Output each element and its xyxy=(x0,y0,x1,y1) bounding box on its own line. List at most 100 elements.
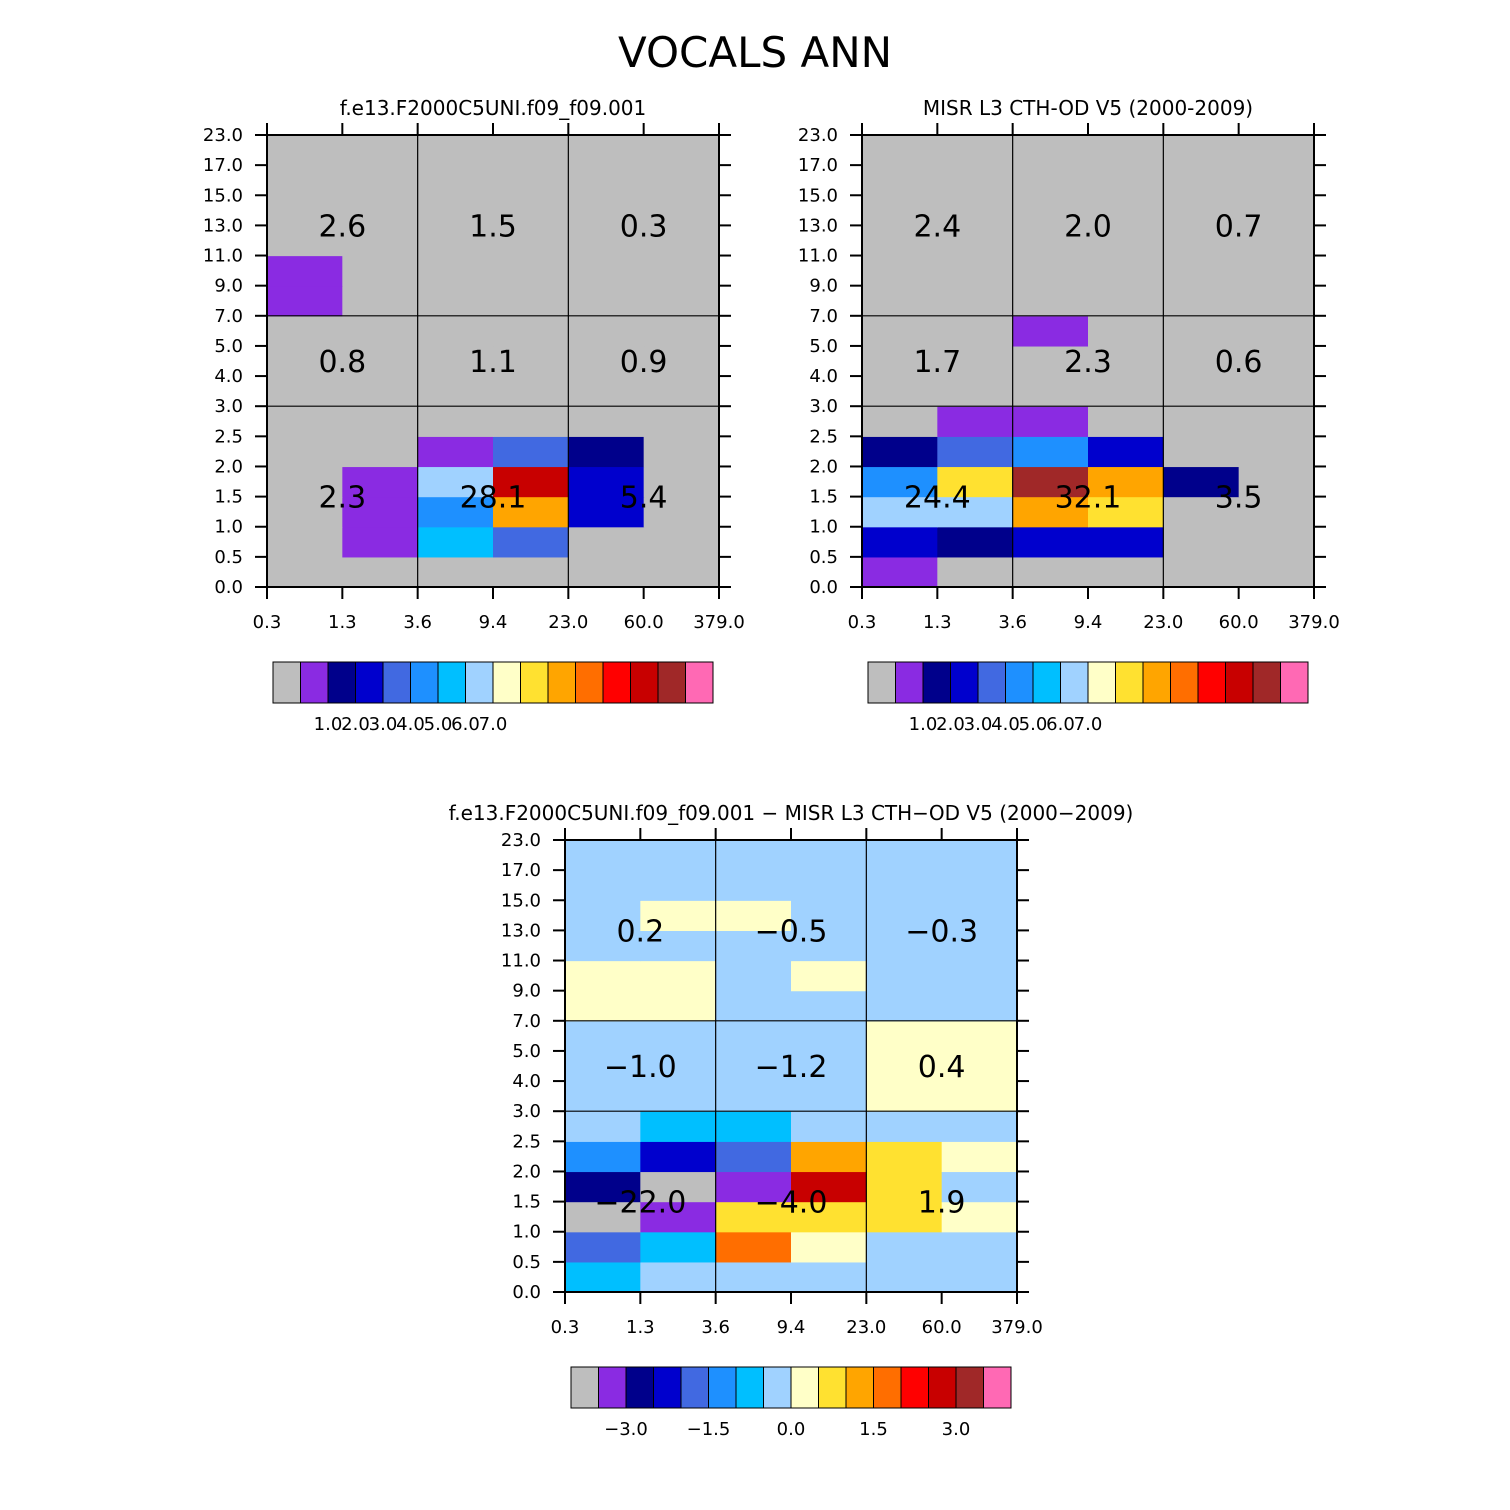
heatmap-cell xyxy=(1163,255,1240,287)
heatmap-cell xyxy=(937,195,1014,226)
heatmap-cell xyxy=(643,436,720,468)
heatmap-cell xyxy=(417,556,494,588)
y-tick-label: 7.0 xyxy=(214,306,243,327)
heatmap-cell xyxy=(1088,195,1164,226)
heatmap-cell xyxy=(866,960,943,992)
heatmap-cell xyxy=(1012,376,1089,407)
group-total-label: 1.1 xyxy=(469,345,517,380)
heatmap-cell xyxy=(1238,406,1315,437)
colorbar-label: 3.0 xyxy=(964,714,993,735)
heatmap-cell xyxy=(866,930,943,962)
y-tick-label: 11.0 xyxy=(501,951,541,972)
heatmap-cell xyxy=(937,376,1014,407)
heatmap-cell xyxy=(715,1171,792,1203)
heatmap-cell xyxy=(791,1020,867,1052)
heatmap-cell xyxy=(937,496,1014,528)
heatmap-cell xyxy=(941,900,1018,931)
heatmap-cell xyxy=(1088,496,1164,528)
x-tick-label: 9.4 xyxy=(777,1317,806,1338)
group-total-label: 2.0 xyxy=(1064,209,1112,244)
y-tick-label: 23.0 xyxy=(501,830,541,851)
y-tick-label: 0.0 xyxy=(809,577,838,598)
colorbar-swatch xyxy=(1280,661,1309,704)
heatmap-cell xyxy=(941,870,1018,901)
x-tick-label: 3.6 xyxy=(998,612,1027,633)
heatmap-cell xyxy=(1163,285,1240,317)
heatmap-cell xyxy=(715,840,792,871)
heatmap-cell xyxy=(1088,315,1164,347)
heatmap-cell xyxy=(640,1231,717,1263)
heatmap-cell xyxy=(493,315,569,347)
colorbar: 1.02.03.04.05.06.07.0 xyxy=(867,661,1309,735)
heatmap-cell xyxy=(1163,345,1240,377)
group-total-label: 0.7 xyxy=(1215,209,1263,244)
colorbar-label: 5.0 xyxy=(1019,714,1048,735)
group-total-label: 2.4 xyxy=(913,209,961,244)
y-tick-label: 3.0 xyxy=(512,1101,541,1122)
colorbar-label: 7.0 xyxy=(1074,714,1103,735)
x-tick-label: 9.4 xyxy=(1074,612,1103,633)
heatmap-cell xyxy=(866,1171,943,1203)
heatmap-cell xyxy=(1238,255,1315,287)
heatmap-cell xyxy=(866,900,943,931)
heatmap-cell xyxy=(568,315,645,347)
heatmap-cell xyxy=(941,1081,1018,1112)
heatmap-cell xyxy=(862,496,938,528)
heatmap-cell xyxy=(866,1081,943,1112)
heatmap-cell xyxy=(267,376,343,407)
heatmap-cell xyxy=(715,1141,792,1173)
heatmap-cell xyxy=(640,1050,717,1082)
heatmap-cell xyxy=(941,960,1018,992)
x-tick-label: 23.0 xyxy=(846,1317,886,1338)
heatmap-cell xyxy=(643,135,720,166)
heatmap-cell xyxy=(267,255,343,287)
heatmap-cell xyxy=(565,990,641,1022)
colorbar-swatch xyxy=(928,1366,957,1409)
heatmap-cell xyxy=(643,345,720,377)
heatmap-cell xyxy=(640,990,717,1022)
group-total-label: 1.5 xyxy=(469,209,517,244)
colorbar-label: 6.0 xyxy=(451,714,480,735)
heatmap-cell xyxy=(1088,376,1164,407)
heatmap-cell xyxy=(565,1020,641,1052)
heatmap-cell xyxy=(267,135,343,166)
heatmap-cell xyxy=(866,990,943,1022)
group-total-label: −4.0 xyxy=(755,1186,828,1221)
colorbar-label: −3.0 xyxy=(604,1419,648,1440)
heatmap-cell xyxy=(862,285,938,317)
heatmap-cell xyxy=(493,496,569,528)
x-tick-label: 1.3 xyxy=(923,612,952,633)
heatmap-cell xyxy=(640,900,717,931)
heatmap-cell xyxy=(342,376,419,407)
heatmap-cell xyxy=(941,1261,1018,1293)
y-tick-label: 0.0 xyxy=(512,1282,541,1303)
heatmap-cell xyxy=(1088,436,1164,468)
y-tick-label: 2.5 xyxy=(809,426,838,447)
heatmap-cell xyxy=(791,840,867,871)
heatmap-cell xyxy=(640,1261,717,1293)
colorbar-swatch xyxy=(547,661,576,704)
heatmap-cell xyxy=(715,1231,792,1263)
heatmap-cell xyxy=(565,930,641,962)
colorbar-swatch xyxy=(790,1366,819,1409)
heatmap-cell xyxy=(941,1231,1018,1263)
heatmap-cell xyxy=(643,225,720,257)
heatmap-cell xyxy=(1012,285,1089,317)
colorbar-label: 1.0 xyxy=(909,714,938,735)
heatmap-cell xyxy=(715,1201,792,1233)
heatmap-cell xyxy=(643,315,720,347)
y-tick-label: 23.0 xyxy=(203,125,243,146)
heatmap-cell xyxy=(791,1201,867,1233)
heatmap-cell xyxy=(866,1231,943,1263)
heatmap-cell xyxy=(1238,165,1315,196)
heatmap-cell xyxy=(791,1141,867,1173)
heatmap-cell xyxy=(1238,315,1315,347)
heatmap-cell xyxy=(715,1081,792,1112)
colorbar-swatch xyxy=(1087,661,1116,704)
heatmap-cell xyxy=(1238,195,1315,226)
colorbar-swatch xyxy=(355,661,384,704)
heatmap-cell xyxy=(493,406,569,437)
heatmap-cell xyxy=(791,870,867,901)
colorbar-swatch xyxy=(1115,661,1144,704)
y-tick-label: 1.0 xyxy=(214,517,243,538)
